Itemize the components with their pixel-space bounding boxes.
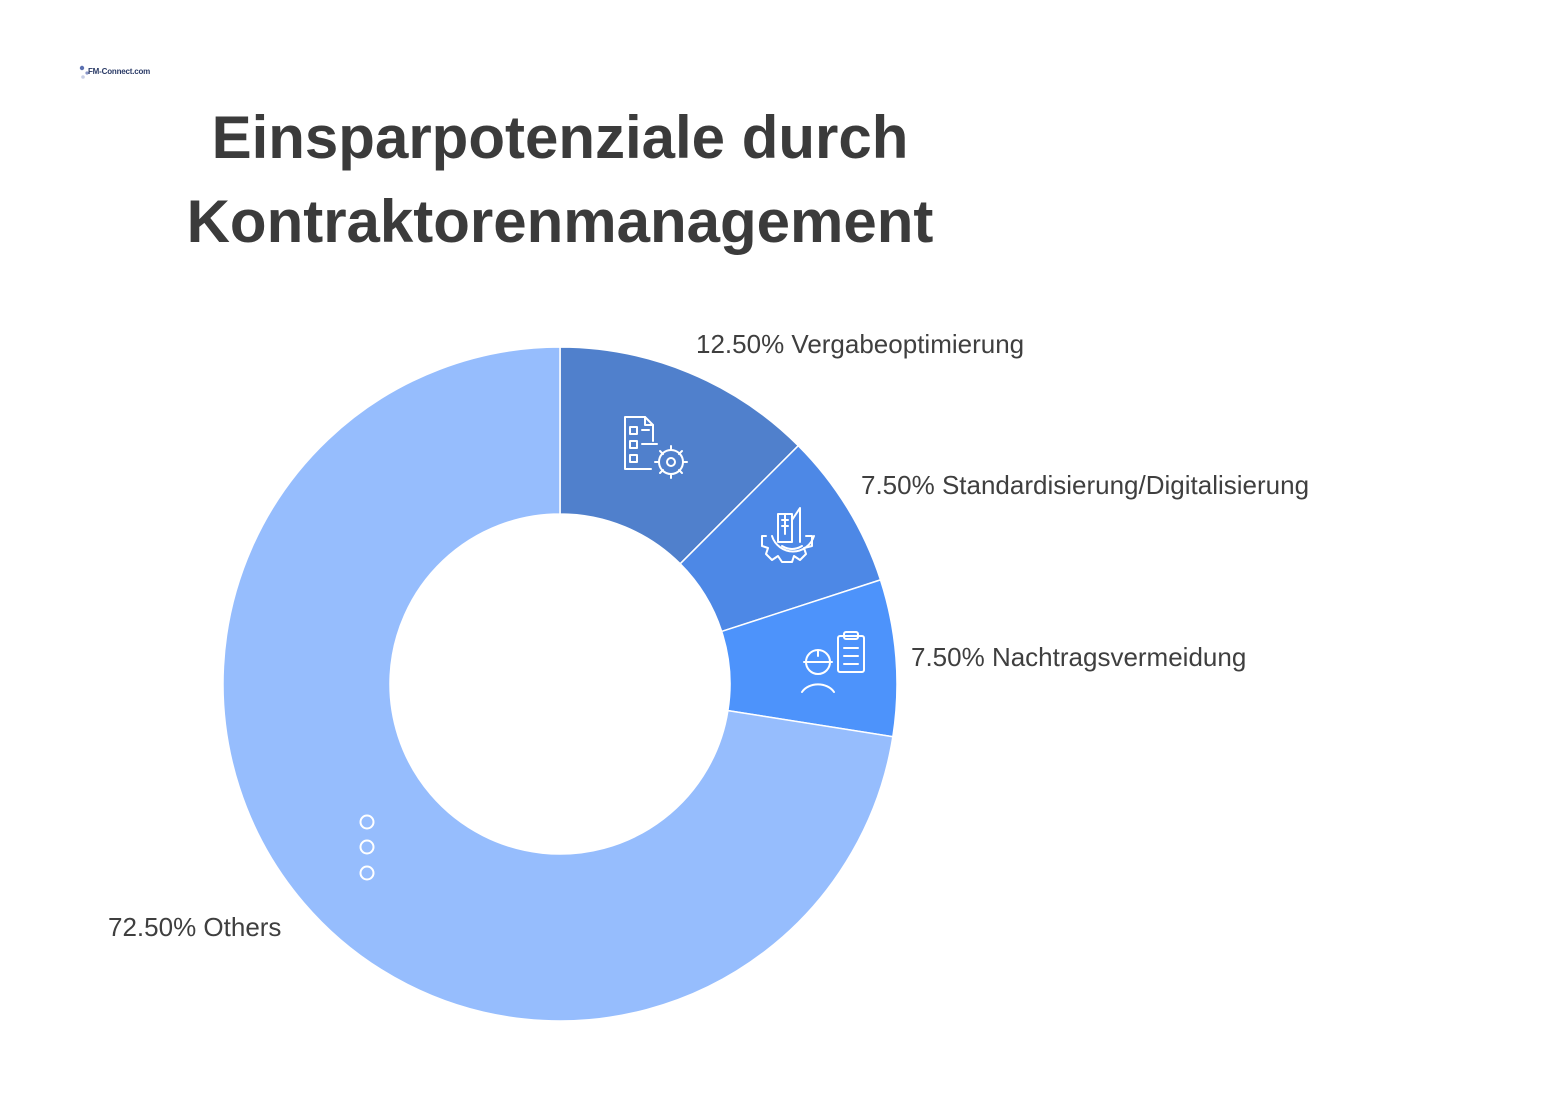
slice-label-nachtragsvermeidung: 7.50% Nachtragsvermeidung xyxy=(911,642,1246,672)
chart-title-line-1: Einsparpotenziale durch xyxy=(211,104,909,171)
logo-mark-icon xyxy=(79,65,89,79)
worker-clipboard-icon xyxy=(801,631,865,693)
slice-label-others: 72.50% Others xyxy=(108,912,281,942)
company-logo: FM-Connect.com xyxy=(78,62,150,88)
slice-vergabeoptimierung xyxy=(559,346,800,565)
slice-label-vergabeoptimierung: 12.50% Vergabeoptimierung xyxy=(696,329,1024,359)
logo-text: FM-Connect.com xyxy=(88,67,151,76)
slice-label-standardisierung: 7.50% Standardisierung/Digitalisierung xyxy=(861,470,1309,500)
chart-title: Einsparpotenziale durch Kontraktorenmana… xyxy=(110,96,1010,264)
more-dots-icon xyxy=(359,814,375,881)
chart-title-line-2: Kontraktorenmanagement xyxy=(186,188,934,255)
buildings-gear-icon xyxy=(761,507,815,563)
slice-others xyxy=(222,346,894,1022)
document-gear-icon xyxy=(624,416,688,479)
donut-slices xyxy=(222,346,898,1022)
